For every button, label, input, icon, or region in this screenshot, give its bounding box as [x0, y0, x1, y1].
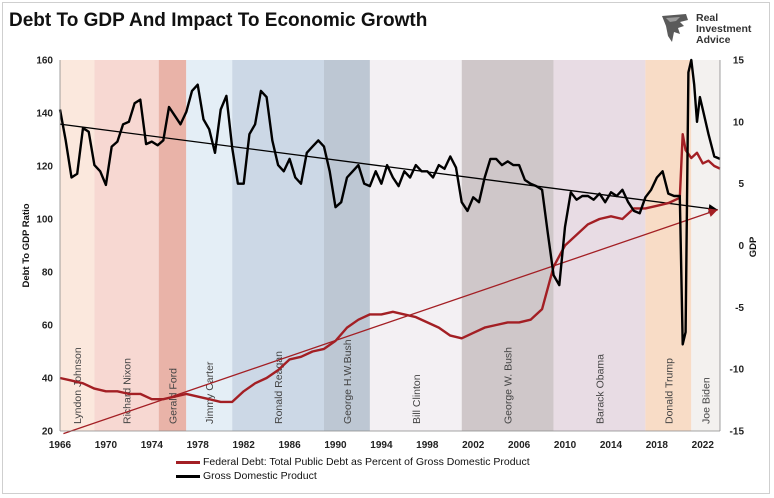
presidency-band-9	[645, 60, 692, 431]
logo-line-3: Advice	[696, 34, 731, 46]
x-tick-11: 2010	[554, 440, 577, 451]
y-left-tick-5: 120	[36, 162, 53, 173]
logo: Real Investment Advice	[660, 12, 770, 52]
x-tick-13: 2018	[646, 440, 669, 451]
plot-lines	[58, 58, 721, 435]
presidency-label-10: Joe Biden	[701, 377, 713, 424]
y-right-tick-6: 15	[733, 56, 745, 67]
legend: Federal Debt: Total Public Debt as Perce…	[176, 455, 530, 483]
trendline-arrowhead-1	[707, 208, 718, 217]
presidency-label-0: Lyndon Johnson	[72, 347, 84, 424]
y-right-tick-5: 10	[733, 117, 745, 128]
x-tick-4: 1982	[233, 440, 256, 451]
y-right-tick-2: -5	[735, 303, 744, 314]
y-right-tick-0: -15	[730, 427, 745, 438]
series-line-0	[59, 133, 721, 404]
y-left-tick-2: 60	[42, 321, 54, 332]
presidency-label-5: George H.W.Bush	[342, 339, 354, 424]
presidency-bands	[60, 60, 720, 431]
presidency-band-6	[369, 60, 462, 431]
x-tick-10: 2006	[508, 440, 531, 451]
y-left-tick-1: 40	[42, 374, 54, 385]
x-tick-3: 1978	[187, 440, 210, 451]
y-right-axis-title: GDP	[748, 236, 759, 257]
presidency-label-4: Ronald Reagan	[273, 351, 285, 424]
axes: 20 40 60 80 100 120 140 160 -15 -10 -5 0 5 10 15 1966 19…	[21, 56, 759, 452]
x-tick-14: 2022	[692, 440, 715, 451]
presidency-label-1: Richard Nixon	[122, 358, 134, 424]
x-tick-5: 1986	[278, 440, 301, 451]
x-tick-6: 1990	[324, 440, 347, 451]
x-tick-2: 1974	[141, 440, 164, 451]
presidency-label-3: Jimmy Carter	[204, 361, 216, 424]
presidency-band-3	[186, 60, 233, 431]
y-left-tick-7: 160	[36, 56, 53, 67]
x-tick-8: 1998	[416, 440, 439, 451]
legend-swatch-debt	[176, 460, 200, 464]
y-left-tick-6: 140	[36, 109, 53, 120]
x-tick-12: 2014	[600, 440, 623, 451]
series-line-1	[58, 58, 721, 346]
legend-label-gdp: Gross Domestic Product	[203, 470, 317, 482]
legend-label-debt: Federal Debt: Total Public Debt as Perce…	[203, 456, 530, 468]
legend-swatch-gdp	[176, 474, 200, 478]
legend-item-gdp: Gross Domestic Product	[176, 469, 530, 483]
y-left-axis-title: Debt To GDP Ratio	[21, 203, 32, 287]
x-tick-7: 1994	[370, 440, 393, 451]
y-left-tick-3: 80	[42, 268, 54, 279]
x-tick-9: 2002	[462, 440, 485, 451]
presidency-label-8: Barack Obama	[594, 354, 606, 424]
legend-item-debt: Federal Debt: Total Public Debt as Perce…	[176, 455, 530, 469]
y-right-tick-3: 0	[738, 241, 744, 252]
eagle-logo-icon	[662, 14, 688, 42]
logo-line-2: Investment	[696, 23, 752, 35]
presidency-band-5	[324, 60, 370, 431]
x-tick-0: 1966	[49, 440, 72, 451]
presidency-label-9: Donald Trump	[663, 358, 675, 424]
logo-line-1: Real	[696, 12, 719, 24]
presidency-band-8	[553, 60, 646, 431]
presidency-label-6: Bill Clinton	[411, 374, 423, 424]
presidency-band-7	[461, 60, 554, 431]
y-left-tick-0: 20	[42, 427, 54, 438]
presidency-label-7: George W. Bush	[503, 347, 515, 424]
chart-title: Debt To GDP And Impact To Economic Growt…	[9, 10, 428, 31]
y-right-tick-1: -10	[730, 365, 745, 376]
x-tick-1: 1970	[95, 440, 118, 451]
presidency-band-0	[60, 60, 95, 431]
y-left-tick-4: 100	[36, 215, 53, 226]
y-right-tick-4: 5	[738, 179, 744, 190]
